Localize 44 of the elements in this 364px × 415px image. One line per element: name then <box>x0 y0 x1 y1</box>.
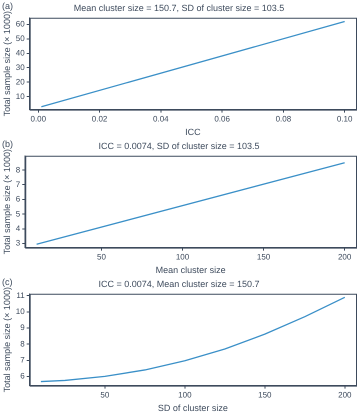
x-tick-label: 100 <box>176 252 190 262</box>
y-tick-label: 3 <box>16 238 21 248</box>
text: (c) <box>2 276 12 287</box>
x-axis-title: SD of cluster size <box>158 403 228 414</box>
x-tick-label: 50 <box>100 390 110 400</box>
x-axis-title: ICC <box>185 127 202 138</box>
y-tick-label: 6 <box>20 372 26 381</box>
y-tick-label: 7 <box>20 355 26 364</box>
x-tick-label: 0.00 <box>30 114 47 124</box>
x-tick-label: 50 <box>97 252 106 262</box>
y-tick-label: 10 <box>16 92 26 101</box>
chart-title: ICC = 0.0074, SD of cluster size = 103.5 <box>98 140 260 151</box>
y-tick-label: 10 <box>16 307 26 316</box>
y-tick-label: 40 <box>16 48 26 58</box>
y-tick-label: 50 <box>16 34 26 44</box>
y-tick-label: 20 <box>16 77 26 86</box>
x-tick-label: 0.02 <box>92 114 108 124</box>
y-axis-title: Total sample size (× 1000) <box>2 149 12 254</box>
y-axis-title: Total sample size (× 1000) <box>2 11 12 116</box>
text: (b) <box>2 138 13 149</box>
x-axis-title: Mean cluster size <box>156 265 226 276</box>
x-tick-label: 0.06 <box>214 114 230 124</box>
y-tick-label: 9 <box>20 323 26 332</box>
x-tick-label: 0.04 <box>153 114 170 124</box>
y-tick-label: 30 <box>16 62 26 72</box>
y-tick-label: 5 <box>16 209 21 218</box>
x-tick-label: 0.10 <box>336 114 353 124</box>
chart-title: ICC = 0.0074, Mean cluster size = 150.7 <box>98 278 260 289</box>
chart-title: Mean cluster size = 150.7, SD of cluster size = 103.5 <box>74 2 284 13</box>
x-tick-label: 150 <box>258 390 272 400</box>
y-tick-label: 11 <box>16 290 26 300</box>
x-tick-label: 0.08 <box>276 114 292 124</box>
x-tick-label: 200 <box>338 252 352 262</box>
x-tick-label: 150 <box>256 252 271 262</box>
y-tick-label: 4 <box>16 224 21 233</box>
y-tick-label: 8 <box>16 165 21 174</box>
y-tick-label: 60 <box>16 20 26 29</box>
text: (a) <box>2 0 13 11</box>
x-tick-label: 200 <box>338 390 352 400</box>
y-tick-label: 8 <box>20 339 26 348</box>
y-tick-label: 6 <box>16 194 21 204</box>
y-axis-title: Total sample size (× 1000) <box>2 287 12 392</box>
x-tick-label: 100 <box>178 390 192 400</box>
y-tick-label: 7 <box>16 180 21 189</box>
